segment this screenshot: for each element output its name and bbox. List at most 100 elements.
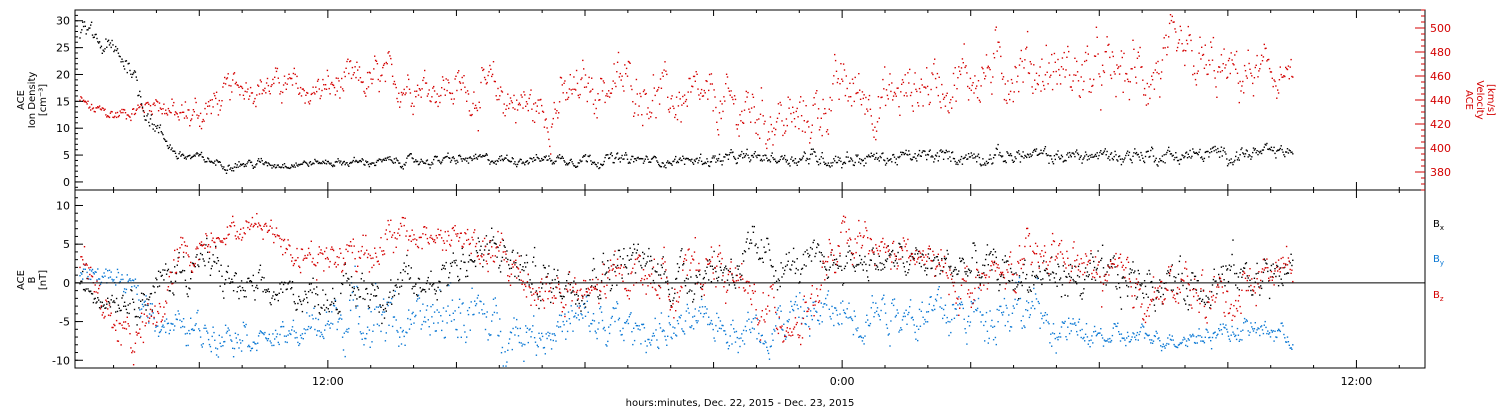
bx-series-point xyxy=(1257,272,1259,274)
density-series-point xyxy=(1176,156,1178,159)
velocity-series-point xyxy=(705,80,707,82)
density-series-point xyxy=(1118,155,1120,158)
velocity-series-point xyxy=(979,101,981,103)
bx-series-point xyxy=(1251,294,1253,296)
bx-series-point xyxy=(423,289,425,291)
velocity-series-point xyxy=(1003,98,1006,101)
bx-series-point xyxy=(1250,289,1252,292)
bx-series-point xyxy=(404,270,406,273)
bx-series-point xyxy=(190,278,192,280)
by-series-point xyxy=(559,326,562,328)
velocity-series-point xyxy=(457,72,459,74)
bx-series-point xyxy=(611,284,613,287)
velocity-series-point xyxy=(324,88,326,90)
bx-series-point xyxy=(1086,271,1089,273)
bx-series-point xyxy=(944,258,947,261)
velocity-series-point xyxy=(479,107,481,109)
by-series-point xyxy=(871,295,873,297)
density-series-point xyxy=(548,155,550,157)
density-series-point xyxy=(341,162,344,164)
density-series-point xyxy=(963,157,965,159)
bx-series-point xyxy=(788,251,790,254)
density-series-point xyxy=(1131,161,1133,164)
bx-series-point xyxy=(1131,269,1133,271)
bx-series-point xyxy=(809,246,812,249)
bx-series-point xyxy=(143,294,145,296)
velocity-series-point xyxy=(459,82,462,84)
by-series-point xyxy=(433,311,436,313)
bx-series-point xyxy=(597,296,599,298)
velocity-series-point xyxy=(984,78,986,80)
velocity-series-point xyxy=(1270,71,1273,73)
density-series-point xyxy=(705,162,707,165)
bx-series-point xyxy=(903,266,905,268)
bx-series-point xyxy=(439,281,441,283)
by-series-point xyxy=(525,331,528,333)
density-series-point xyxy=(750,154,753,157)
bx-series-point xyxy=(712,268,714,270)
by-series-point xyxy=(360,333,362,335)
density-series-point xyxy=(1205,151,1207,153)
bx-series-point xyxy=(1266,263,1268,265)
by-series-point xyxy=(809,310,812,312)
density-series-point xyxy=(697,162,699,164)
density-series-point xyxy=(1034,148,1036,151)
velocity-series-point xyxy=(449,92,451,94)
density-series-point xyxy=(480,156,482,158)
velocity-series-point xyxy=(203,120,205,122)
density-series-point xyxy=(785,161,788,163)
velocity-series-point xyxy=(522,107,524,109)
bx-series-point xyxy=(836,264,839,266)
velocity-series-point xyxy=(168,110,170,112)
bx-series-point xyxy=(370,293,372,295)
density-series-point xyxy=(1234,159,1236,162)
density-series-point xyxy=(886,157,889,160)
bx-series-point xyxy=(183,270,186,272)
bx-series-point xyxy=(412,285,414,288)
bx-series-point xyxy=(494,242,496,245)
by-series-point xyxy=(738,337,740,340)
bx-series-point xyxy=(461,247,463,250)
bx-series-point xyxy=(1108,266,1110,268)
density-series-point xyxy=(317,162,320,165)
by-series-point xyxy=(762,342,764,345)
bx-series-point xyxy=(1267,270,1269,273)
density-series-point xyxy=(426,159,429,161)
bx-series-point xyxy=(977,271,980,273)
velocity-series-point xyxy=(882,78,884,81)
velocity-series-point xyxy=(902,81,905,84)
by-series-point xyxy=(700,312,702,315)
velocity-series-point xyxy=(189,125,191,127)
bx-series-point xyxy=(374,289,376,291)
by-series-point xyxy=(565,338,567,340)
velocity-series-point xyxy=(1283,75,1285,77)
density-series-point xyxy=(366,161,369,163)
velocity-series-point xyxy=(410,105,412,107)
by-series-point xyxy=(314,328,316,331)
density-series-point xyxy=(1044,146,1047,148)
density-series-point xyxy=(553,162,555,165)
by-series-point xyxy=(499,318,501,320)
by-series-point xyxy=(891,302,893,304)
bx-series-point xyxy=(357,287,359,289)
density-series-point xyxy=(1015,157,1017,160)
velocity-series-point xyxy=(967,99,970,101)
density-series-point xyxy=(428,163,430,166)
velocity-series-point xyxy=(954,67,956,69)
bx-series-point xyxy=(953,269,956,271)
density-series-point xyxy=(127,63,129,65)
velocity-series-point xyxy=(679,98,681,100)
velocity-series-point xyxy=(341,77,343,80)
bx-series-point xyxy=(941,258,943,260)
by-series-point xyxy=(273,344,275,347)
density-series-point xyxy=(1094,153,1097,156)
by-series-point xyxy=(604,329,606,332)
by-series-point xyxy=(892,304,895,307)
density-series-point xyxy=(1222,149,1224,152)
density-series-point xyxy=(259,161,262,163)
density-series-point xyxy=(791,156,793,158)
velocity-series-point xyxy=(107,115,110,118)
by-series-point xyxy=(884,312,887,314)
bx-series-point xyxy=(874,263,876,265)
velocity-series-point xyxy=(631,88,633,91)
